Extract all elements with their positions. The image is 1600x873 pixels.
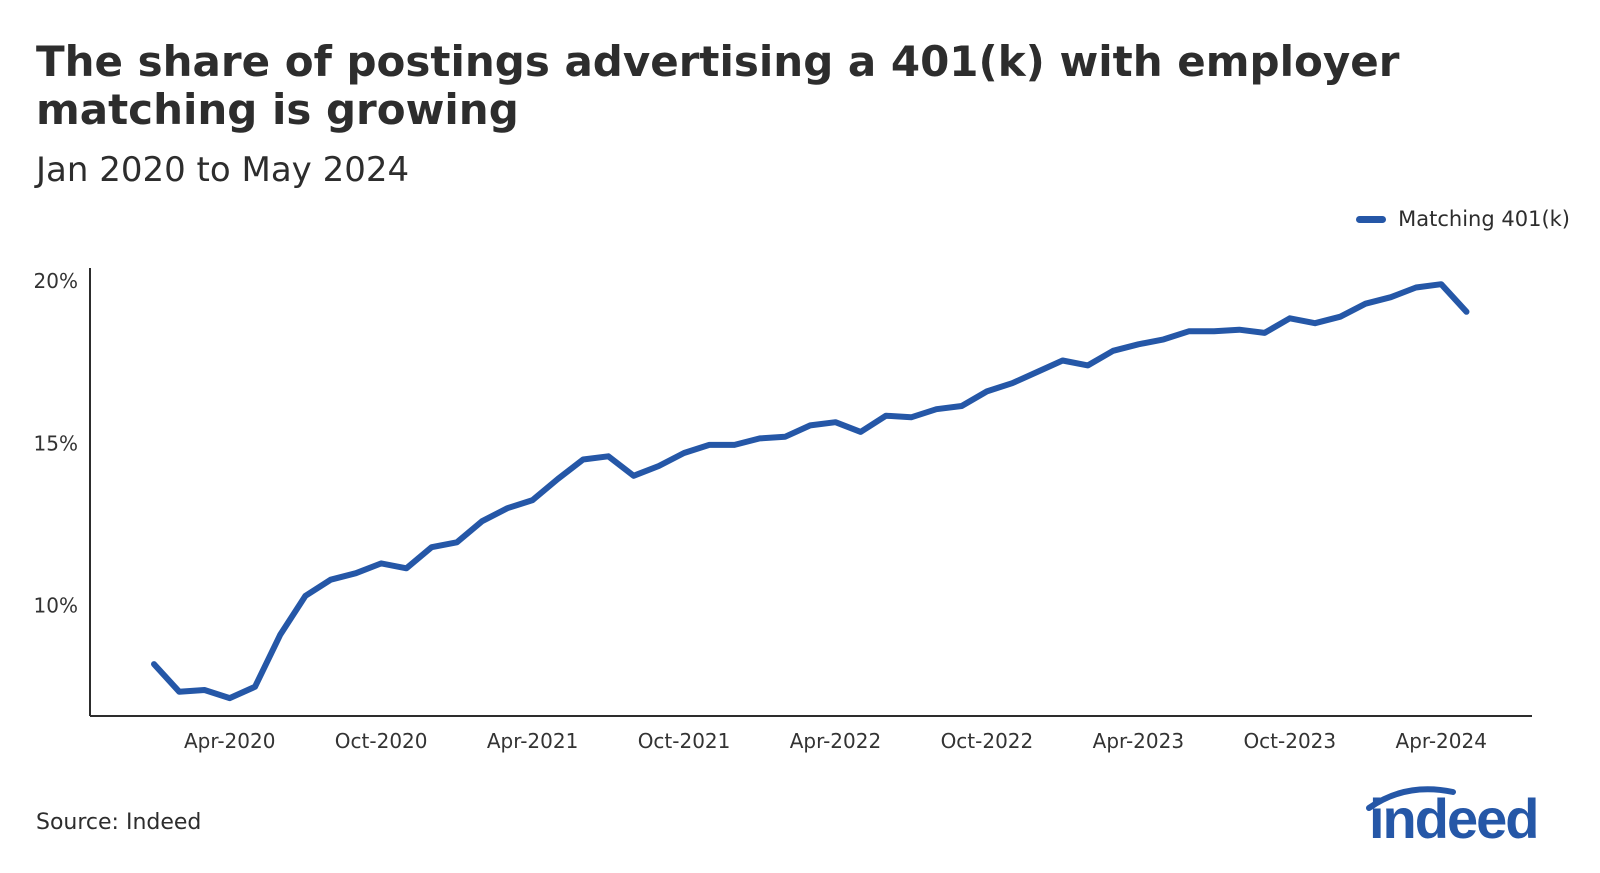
chart-legend: Matching 401(k) (1356, 207, 1570, 231)
legend-label: Matching 401(k) (1398, 207, 1570, 231)
x-tick-label: Apr-2024 (1396, 729, 1487, 753)
x-tick-label: Apr-2020 (184, 729, 275, 753)
source-note: Source: Indeed (36, 810, 202, 835)
series-line-matching-401k (151, 281, 1470, 702)
x-tick-label: Apr-2021 (487, 729, 578, 753)
y-tick-label: 10% (34, 594, 78, 618)
x-tick-label: Oct-2022 (941, 729, 1034, 753)
chart-title: The share of postings advertising a 401(… (36, 37, 1400, 134)
x-tick-label: Apr-2022 (790, 729, 881, 753)
legend-swatch (1356, 215, 1387, 223)
x-tick-label: Oct-2021 (638, 729, 731, 753)
x-tick-label: Apr-2023 (1093, 729, 1184, 753)
x-tick-label: Oct-2023 (1243, 729, 1336, 753)
x-tick-label: Oct-2020 (335, 729, 428, 753)
y-tick-label: 15% (34, 431, 78, 455)
y-tick-label: 20% (34, 269, 78, 293)
chart-subtitle: Jan 2020 to May 2024 (36, 150, 410, 190)
indeed-logo: indeed (1366, 786, 1539, 848)
svg-text:indeed: indeed (1369, 787, 1537, 848)
